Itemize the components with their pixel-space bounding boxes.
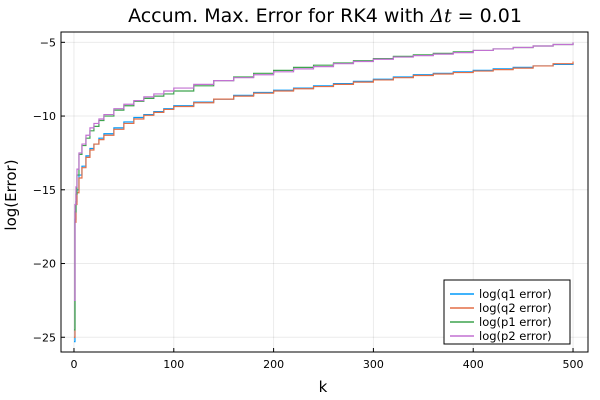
plot-frame (60, 31, 589, 353)
title-math: Δt (429, 5, 452, 27)
legend-box (443, 279, 571, 345)
y-axis-label: log(Error) (2, 159, 20, 230)
series-group (73, 42, 574, 343)
x-ticks: 0 100 200 300 400 500 (70, 348, 584, 371)
x-tick-label: 100 (163, 358, 184, 371)
x-axis-label: k (319, 378, 328, 396)
x-tick-label: 0 (70, 358, 77, 371)
title-prefix: Accum. Max. Error for RK4 with (128, 5, 430, 27)
y-tick-label: −10 (33, 110, 56, 123)
x-tick-label: 400 (463, 358, 484, 371)
gridlines (61, 32, 588, 352)
y-ticks: −25 −20 −15 −10 −5 (33, 36, 65, 344)
series-line-2 (73, 61, 574, 338)
y-tick-label: −15 (33, 184, 56, 197)
y-tick-label: −5 (40, 36, 56, 49)
legend-label: log(q1 error) (479, 287, 552, 301)
chart-title: Accum. Max. Error for RK4 with Δt = 0.01 (128, 5, 522, 27)
legend-label: log(p2 error) (479, 329, 552, 343)
legend-label: log(p1 error) (479, 315, 552, 329)
y-tick-label: −20 (33, 258, 56, 271)
x-tick-label: 200 (263, 358, 284, 371)
x-tick-label: 500 (563, 358, 584, 371)
series-line-4 (73, 42, 574, 301)
y-tick-label: −25 (33, 331, 56, 344)
legend: log(q1 error)log(q2 error)log(p1 error)l… (443, 279, 571, 345)
x-tick-label: 300 (363, 358, 384, 371)
legend-label: log(q2 error) (479, 301, 552, 315)
title-suffix: = 0.01 (452, 5, 522, 27)
